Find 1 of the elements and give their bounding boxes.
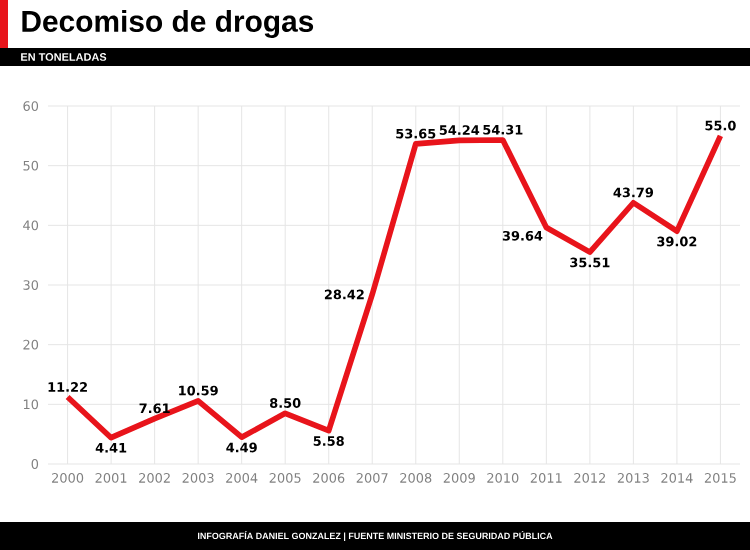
chart-title: Decomiso de drogas	[22, 10, 314, 38]
